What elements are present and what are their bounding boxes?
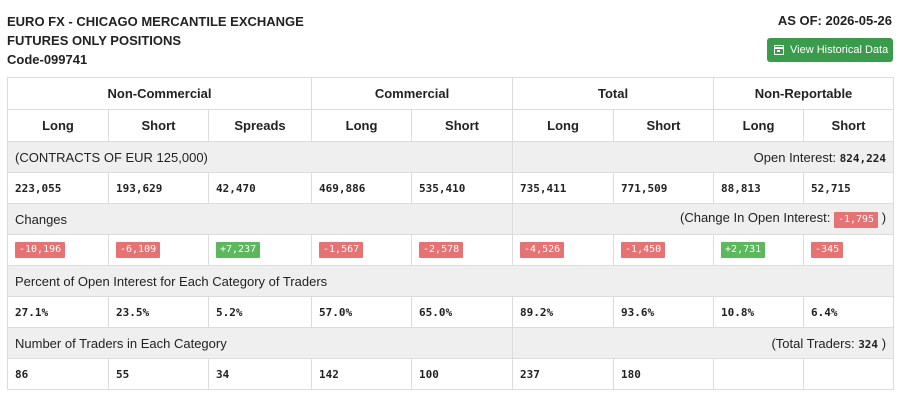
group-header-noncommercial: Non-Commercial (6, 77, 313, 110)
table-cell: +2,731 (713, 234, 805, 266)
table-cell: 10.8% (713, 296, 805, 328)
percent-label: Percent of Open Interest for Each Catego… (6, 265, 895, 297)
open-interest-value: 824,224 (839, 151, 887, 165)
total-traders-suffix: ) (881, 335, 887, 351)
change-open-interest-badge: -1,795 (833, 212, 879, 228)
total-traders-value: 324 (858, 337, 879, 351)
subheader-cell: Short (108, 109, 209, 142)
change-badge: -1,450 (621, 242, 666, 258)
contracts-section-row: (CONTRACTS OF EUR 125,000) Open Interest… (6, 141, 895, 173)
table-cell: 86 (7, 358, 109, 390)
report-code: Code-099741 (7, 52, 88, 67)
change-badge: -345 (811, 242, 844, 258)
change-badge: -10,196 (15, 242, 66, 258)
change-badge: +7,237 (216, 242, 261, 258)
table-cell: -1,450 (613, 234, 715, 266)
table-cell: 27.1% (7, 296, 109, 328)
table-cell: 34 (207, 358, 313, 390)
table-cell: -1,567 (311, 234, 413, 266)
as-of-date: AS OF: 2026-05-26 (777, 13, 892, 28)
change-open-interest-cell: (Change In Open Interest: -1,795 ) (512, 203, 895, 235)
table-cell: 5.2% (207, 296, 313, 328)
table-cell: 100 (411, 358, 514, 390)
group-header-row: Non-Commercial Commercial Total Non-Repo… (6, 77, 895, 110)
traders-label: Number of Traders in Each Category (6, 327, 514, 359)
open-interest-label: Open Interest: (753, 149, 837, 165)
change-badge: -6,109 (116, 242, 161, 258)
table-cell: 142 (311, 358, 413, 390)
contracts-values-row: 223,055 193,629 42,470 469,886 535,410 7… (7, 172, 895, 204)
report-title-line1: EURO FX - CHICAGO MERCANTILE EXCHANGE (7, 14, 304, 29)
table-cell: 180 (613, 358, 715, 390)
table-cell: 23.5% (108, 296, 209, 328)
subheader-cell: Short (803, 109, 895, 142)
table-cell: 42,470 (207, 172, 313, 204)
table-cell: -2,578 (411, 234, 514, 266)
view-historical-data-button[interactable]: View Historical Data (767, 38, 893, 62)
contracts-label: (CONTRACTS OF EUR 125,000) (6, 141, 514, 173)
group-header-commercial: Commercial (311, 77, 514, 110)
change-badge: -1,567 (319, 242, 364, 258)
table-cell (713, 358, 805, 390)
table-cell: 735,411 (512, 172, 615, 204)
changes-label: Changes (6, 203, 514, 235)
percent-values-row: 27.1% 23.5% 5.2% 57.0% 65.0% 89.2% 93.6%… (7, 296, 895, 328)
group-header-total: Total (512, 77, 715, 110)
percent-section-row: Percent of Open Interest for Each Catego… (6, 265, 895, 297)
table-cell: 55 (108, 358, 209, 390)
table-cell: +7,237 (207, 234, 313, 266)
subheader-cell: Spreads (207, 109, 313, 142)
report-title: EURO FX - CHICAGO MERCANTILE EXCHANGE FU… (7, 12, 304, 69)
change-badge: -2,578 (419, 242, 464, 258)
subheader-cell: Short (613, 109, 715, 142)
change-open-interest-suffix: ) (881, 210, 887, 225)
table-cell: 6.4% (803, 296, 895, 328)
table-cell: 223,055 (7, 172, 109, 204)
group-header-nonreportable: Non-Reportable (713, 77, 895, 110)
report-title-line2: FUTURES ONLY POSITIONS (7, 33, 182, 48)
table-cell: -345 (803, 234, 895, 266)
table-cell: 89.2% (512, 296, 615, 328)
table-cell: 469,886 (311, 172, 413, 204)
total-traders-cell: (Total Traders: 324 ) (512, 327, 895, 359)
table-cell: 237 (512, 358, 615, 390)
changes-section-row: Changes (Change In Open Interest: -1,795… (6, 203, 895, 235)
total-traders-label: (Total Traders: (771, 335, 855, 351)
table-cell: -4,526 (512, 234, 615, 266)
subheader-cell: Long (7, 109, 109, 142)
change-open-interest-label: (Change In Open Interest: (680, 210, 831, 225)
change-badge: -4,526 (520, 242, 565, 258)
table-cell: 88,813 (713, 172, 805, 204)
table-cell: -6,109 (108, 234, 209, 266)
sub-header-row: Long Short Spreads Long Short Long Short… (7, 109, 895, 142)
table-cell: 57.0% (311, 296, 413, 328)
table-cell: -10,196 (7, 234, 109, 266)
table-cell: 535,410 (411, 172, 514, 204)
changes-values-row: -10,196 -6,109 +7,237 -1,567 -2,578 -4,5… (7, 234, 895, 266)
open-interest-cell: Open Interest: 824,224 (512, 141, 895, 173)
table-cell: 65.0% (411, 296, 514, 328)
calendar-icon (774, 45, 784, 55)
table-cell: 771,509 (613, 172, 715, 204)
subheader-cell: Long (311, 109, 413, 142)
table-cell: 193,629 (108, 172, 209, 204)
table-cell: 52,715 (803, 172, 895, 204)
table-cell: 93.6% (613, 296, 715, 328)
change-badge: +2,731 (721, 242, 766, 258)
table-cell (803, 358, 895, 390)
traders-values-row: 86 55 34 142 100 237 180 (7, 358, 895, 390)
view-historical-data-label: View Historical Data (790, 44, 889, 56)
subheader-cell: Long (713, 109, 805, 142)
subheader-cell: Short (411, 109, 514, 142)
subheader-cell: Long (512, 109, 615, 142)
traders-section-row: Number of Traders in Each Category (Tota… (6, 327, 895, 359)
cot-positions-table: Non-Commercial Commercial Total Non-Repo… (6, 77, 895, 390)
